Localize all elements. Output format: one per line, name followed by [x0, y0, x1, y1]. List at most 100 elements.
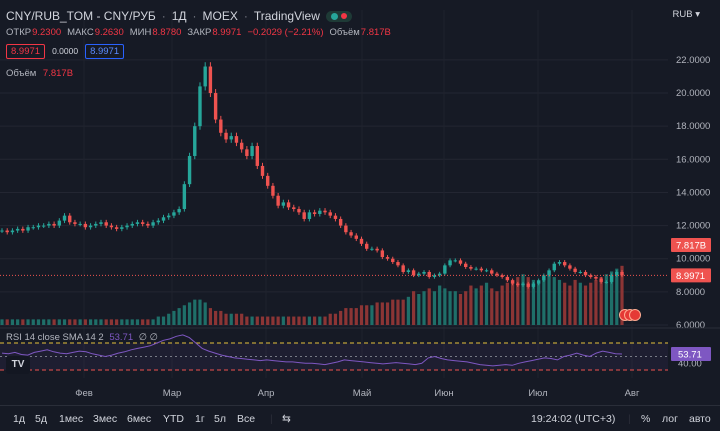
- candle: [615, 270, 619, 278]
- candle-body: [292, 207, 296, 210]
- candle: [318, 208, 322, 217]
- candle-body: [21, 228, 25, 231]
- auto-toggle[interactable]: авто: [689, 413, 711, 425]
- candle-body: [255, 146, 259, 166]
- timeframe-3m[interactable]: 3мес: [93, 413, 118, 425]
- candle: [380, 248, 385, 260]
- volume-bar: [578, 282, 582, 325]
- candle-body: [406, 270, 411, 272]
- candle: [552, 261, 556, 273]
- candle: [484, 268, 489, 273]
- candle-body: [172, 212, 176, 216]
- sell-button[interactable]: 8.9971: [6, 44, 46, 59]
- candle: [57, 218, 62, 228]
- x-tick-label: Апр: [258, 388, 275, 399]
- rsi-legend-label[interactable]: RSI 14 close SMA 14 2: [6, 332, 104, 343]
- chart-canvas[interactable]: 22.0000 20.0000 18.0000 16.0000 14.0000 12.00…: [0, 0, 720, 405]
- candle: [213, 89, 218, 124]
- y-tick-label: 18.0000: [676, 121, 710, 132]
- last-price-tag-label: 8.9971: [676, 271, 705, 282]
- timeframe-1m[interactable]: 1мес: [59, 413, 84, 425]
- candle: [41, 223, 46, 228]
- candle-body: [490, 270, 494, 274]
- candle-body: [213, 93, 218, 120]
- candle-body: [5, 230, 9, 233]
- candle-body: [94, 223, 98, 226]
- candle: [120, 224, 124, 232]
- candle-body: [516, 283, 520, 286]
- volume-bar: [109, 319, 114, 325]
- volume-bar: [401, 299, 405, 325]
- candle: [463, 261, 468, 269]
- y-tick-label: 10.0000: [676, 254, 710, 265]
- candle: [495, 271, 499, 278]
- percent-toggle[interactable]: %: [641, 413, 651, 425]
- interval-label[interactable]: 1Д: [171, 9, 187, 23]
- timeframe-ytd[interactable]: YTD: [163, 413, 184, 425]
- log-toggle[interactable]: лог: [662, 413, 678, 425]
- candle-body: [203, 66, 207, 87]
- candle-body: [0, 230, 4, 232]
- event-marker: [629, 309, 641, 321]
- volume-bar: [120, 319, 124, 325]
- candle-body: [469, 267, 473, 269]
- candle: [281, 199, 286, 209]
- volume-bar: [240, 313, 244, 325]
- volume-bar: [286, 316, 291, 325]
- candle-body: [609, 275, 614, 282]
- volume-price-tag: [671, 238, 711, 252]
- candle-body: [187, 155, 192, 185]
- candle: [396, 260, 400, 268]
- candle: [578, 270, 583, 274]
- timeframe-6m[interactable]: 6мес: [127, 413, 152, 425]
- candle-body: [589, 275, 593, 277]
- change-value: −0.2029 (−2.21%): [247, 27, 324, 38]
- candle-body: [239, 142, 244, 150]
- volume-bar: [135, 319, 140, 325]
- candle: [135, 219, 140, 227]
- market-status-icon[interactable]: [325, 10, 352, 22]
- low-value: 8.8780: [152, 27, 182, 38]
- candle: [406, 268, 411, 274]
- candle: [224, 129, 228, 143]
- high-value: 9.2630: [94, 27, 124, 38]
- candle: [109, 223, 114, 230]
- timeframe-1d[interactable]: 1д: [13, 413, 25, 425]
- currency-label[interactable]: RUB ▾: [672, 9, 700, 20]
- volume-bar: [115, 319, 119, 325]
- volume-bar: [78, 319, 82, 325]
- candle-body: [562, 262, 567, 266]
- volume-bar: [557, 279, 562, 325]
- candle: [0, 228, 4, 233]
- timeframe-5d[interactable]: 5д: [35, 413, 47, 425]
- symbol-name[interactable]: CNY/RUB_TOM - CNY/РУБ: [6, 9, 156, 23]
- volume-bar: [438, 285, 442, 325]
- date-range-icon[interactable]: ⇆: [282, 413, 291, 425]
- candle-body: [47, 223, 51, 226]
- candle: [297, 206, 301, 215]
- volume-bar: [589, 282, 593, 325]
- spread-value: 0.0000: [52, 46, 79, 56]
- timeframe-5y[interactable]: 5л: [214, 413, 226, 425]
- timeframe-1y[interactable]: 1г: [195, 413, 205, 425]
- volume-bar: [297, 316, 301, 325]
- y-tick-label: 6.0000: [676, 320, 705, 331]
- timeframe-all[interactable]: Все: [237, 413, 256, 425]
- volume-bar: [422, 291, 426, 325]
- tradingview-logo-icon[interactable]: TV: [6, 356, 30, 374]
- volume-bar: [0, 319, 4, 325]
- clock-label[interactable]: 19:24:02 (UTC+3): [531, 413, 616, 425]
- timeframe-bar: 1д 5д 1мес 3мес 6мес YTD 1г 5л Все | ⇆ 1…: [0, 405, 720, 431]
- volume-label: Объём: [329, 27, 360, 38]
- candle-body: [208, 66, 213, 94]
- open-label: ОТКР: [6, 27, 32, 38]
- buy-button[interactable]: 8.9971: [85, 44, 125, 59]
- candle: [391, 256, 395, 264]
- candle: [52, 221, 56, 228]
- candle-body: [411, 270, 416, 276]
- volume-bar: [130, 319, 134, 325]
- candle-body: [568, 265, 572, 269]
- volume-bar: [219, 310, 223, 325]
- volume-bar: [99, 319, 103, 325]
- candle-body: [130, 223, 134, 226]
